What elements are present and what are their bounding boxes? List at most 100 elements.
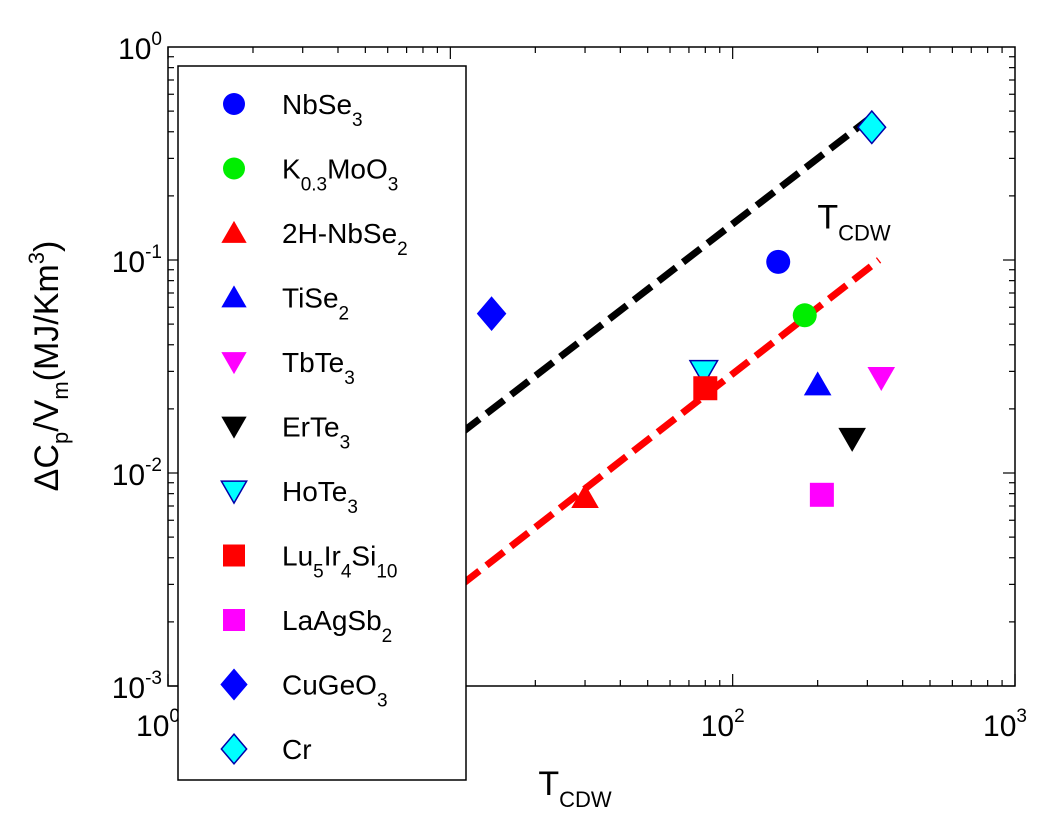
legend-label-text: TbTe xyxy=(282,347,344,378)
y-axis-title-part: ΔC xyxy=(28,444,66,491)
y-tick-base: 10 xyxy=(118,33,151,66)
legend-label-cugeo3: CuGeO3 xyxy=(282,670,388,712)
legend-label-2h-nbse2: 2H-NbSe2 xyxy=(282,218,408,260)
annotations: TCDW xyxy=(817,199,891,246)
y-tick-exponent: -2 xyxy=(145,455,162,476)
point-laagsb2 xyxy=(809,482,834,507)
tcdw-annotation: TCDW xyxy=(817,199,891,246)
point-tise2 xyxy=(803,371,832,396)
point-nbse3 xyxy=(766,249,791,274)
point-hote3 xyxy=(688,359,719,387)
point-2h-nbse2 xyxy=(571,483,599,508)
y-tick-base: 10 xyxy=(112,246,145,279)
legend-label-text: CuGeO xyxy=(282,670,377,701)
x-axis-title-sub: CDW xyxy=(559,787,612,812)
legend-marker-erte3 xyxy=(221,416,247,439)
fit-lines xyxy=(459,108,882,588)
legend-label-text: K xyxy=(282,154,301,185)
annotation-sub: CDW xyxy=(838,221,891,246)
point-tbte3 xyxy=(867,366,896,391)
y-axis-title-part: /V xyxy=(28,399,66,431)
legend-marker-lu5ir4si10 xyxy=(223,544,245,567)
red-dashed-fit-line xyxy=(459,257,882,588)
legend-label-text: Cr xyxy=(282,734,312,765)
legend-marker-2h-nbse2 xyxy=(221,220,247,243)
point-cugeo3 xyxy=(476,296,507,331)
legend-label-subscript: 5 xyxy=(313,562,324,583)
legend-label-text: ErTe xyxy=(282,412,340,443)
legend-label-nbse3: NbSe3 xyxy=(282,89,363,131)
point-k0-3moo3 xyxy=(792,303,817,328)
x-axis-title-main: T xyxy=(538,765,559,803)
y-tick-base: 10 xyxy=(112,672,145,705)
y-axis-title-sub: p xyxy=(48,432,73,444)
y-axis-title: ΔCp/Vm(MJ/Km3) xyxy=(24,241,73,492)
y-axis-title-sup: 3 xyxy=(24,252,49,264)
x-tick-label: 100 xyxy=(136,706,180,743)
y-tick-label: 10-3 xyxy=(112,668,162,705)
legend-label-subscript: 3 xyxy=(377,691,388,712)
legend-label-text: HoTe xyxy=(282,476,347,507)
ticks xyxy=(167,47,1016,687)
y-tick-base: 10 xyxy=(112,459,145,492)
legend-label-text: 2H-NbSe xyxy=(282,218,397,249)
legend-marker-nbse3 xyxy=(223,93,245,115)
x-tick-exponent: 0 xyxy=(169,706,180,727)
legend-marker-hote3 xyxy=(220,480,248,505)
point-lu5ir4si10 xyxy=(693,376,718,401)
legend-label-subscript: 3 xyxy=(388,175,399,196)
x-tick-base: 10 xyxy=(701,710,734,743)
y-axis-title-sub: m xyxy=(48,381,73,399)
y-tick-exponent: 0 xyxy=(151,29,162,50)
legend-marker-tbte3 xyxy=(221,352,247,375)
legend-label-lu5ir4si10: Lu5Ir4Si10 xyxy=(282,541,397,583)
legend-label-text: LaAgSb xyxy=(282,605,382,636)
axes: 10010110210310-310-210-1100TCDWΔCp/Vm(MJ… xyxy=(24,29,1027,812)
plot-frame xyxy=(167,46,1016,687)
x-tick-label: 102 xyxy=(701,706,745,743)
data-points xyxy=(476,109,896,508)
x-axis-title: TCDW xyxy=(538,765,612,812)
legend-label-text: Lu xyxy=(282,541,313,572)
black-dashed-fit-line xyxy=(459,108,882,436)
y-axis-title-part: (MJ/Km xyxy=(28,264,66,381)
legend-label-subscript: 3 xyxy=(347,497,358,518)
legend-label-k0-3moo3: K0.3MoO3 xyxy=(282,154,398,196)
x-tick-exponent: 3 xyxy=(1016,706,1027,727)
legend-marker-tise2 xyxy=(221,285,247,308)
point-cr xyxy=(857,109,887,145)
legend-label-subscript: 2 xyxy=(339,304,350,325)
x-tick-label: 103 xyxy=(983,706,1027,743)
legend-label-subscript: 2 xyxy=(382,626,393,647)
y-tick-exponent: -1 xyxy=(145,242,162,263)
legend-label-subscript: 2 xyxy=(397,239,408,260)
y-axis-title-part: ) xyxy=(28,241,66,252)
legend: NbSe3K0.3MoO32H-NbSe2TiSe2TbTe3ErTe3HoTe… xyxy=(177,65,467,781)
point-erte3 xyxy=(838,427,866,452)
legend-label-tise2: TiSe2 xyxy=(282,283,349,325)
legend-label-text: Si xyxy=(351,541,376,572)
legend-label-cr: Cr xyxy=(282,734,312,765)
legend-label-subscript: 3 xyxy=(340,433,351,454)
legend-label-laagsb2: LaAgSb2 xyxy=(282,605,392,647)
legend-label-erte3: ErTe3 xyxy=(282,412,350,454)
legend-label-text: TiSe xyxy=(282,283,339,314)
y-tick-label: 10-1 xyxy=(112,242,162,279)
legend-label-subscript: 0.3 xyxy=(301,175,327,196)
legend-label-subscript: 3 xyxy=(344,368,355,389)
legend-marker-laagsb2 xyxy=(223,609,245,631)
y-tick-label: 100 xyxy=(118,29,162,66)
legend-marker-k0-3moo3 xyxy=(223,157,245,180)
y-tick-exponent: -3 xyxy=(145,668,162,689)
legend-label-tbte3: TbTe3 xyxy=(282,347,355,389)
legend-label-hote3: HoTe3 xyxy=(282,476,358,518)
legend-marker-cr xyxy=(220,732,248,766)
legend-label-subscript: 4 xyxy=(341,562,352,583)
x-tick-base: 10 xyxy=(136,710,169,743)
x-tick-exponent: 2 xyxy=(734,706,745,727)
legend-label-text: NbSe xyxy=(282,89,352,120)
legend-marker-cugeo3 xyxy=(220,668,248,701)
legend-label-subscript: 3 xyxy=(352,110,363,131)
x-tick-base: 10 xyxy=(983,710,1016,743)
